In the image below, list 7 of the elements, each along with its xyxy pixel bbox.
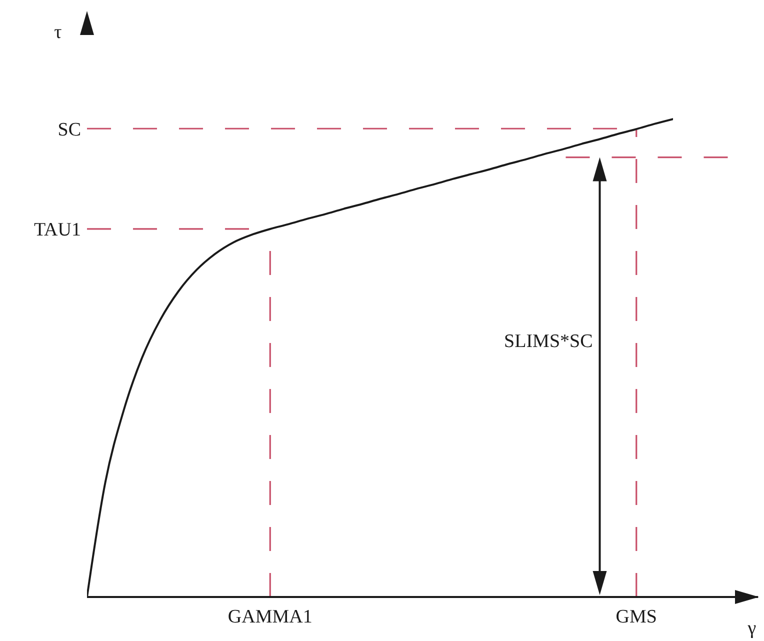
x-tick-label: GMS bbox=[616, 606, 657, 628]
ref-line-label: TAU1 bbox=[34, 220, 81, 241]
x-tick-label: GAMMA1 bbox=[228, 606, 312, 628]
ref-line-label: SC bbox=[58, 119, 81, 140]
annotation: SLIMS*SC bbox=[504, 330, 593, 352]
y-axis-title: τ bbox=[54, 22, 62, 42]
x-axis-title: γ bbox=[746, 618, 756, 638]
